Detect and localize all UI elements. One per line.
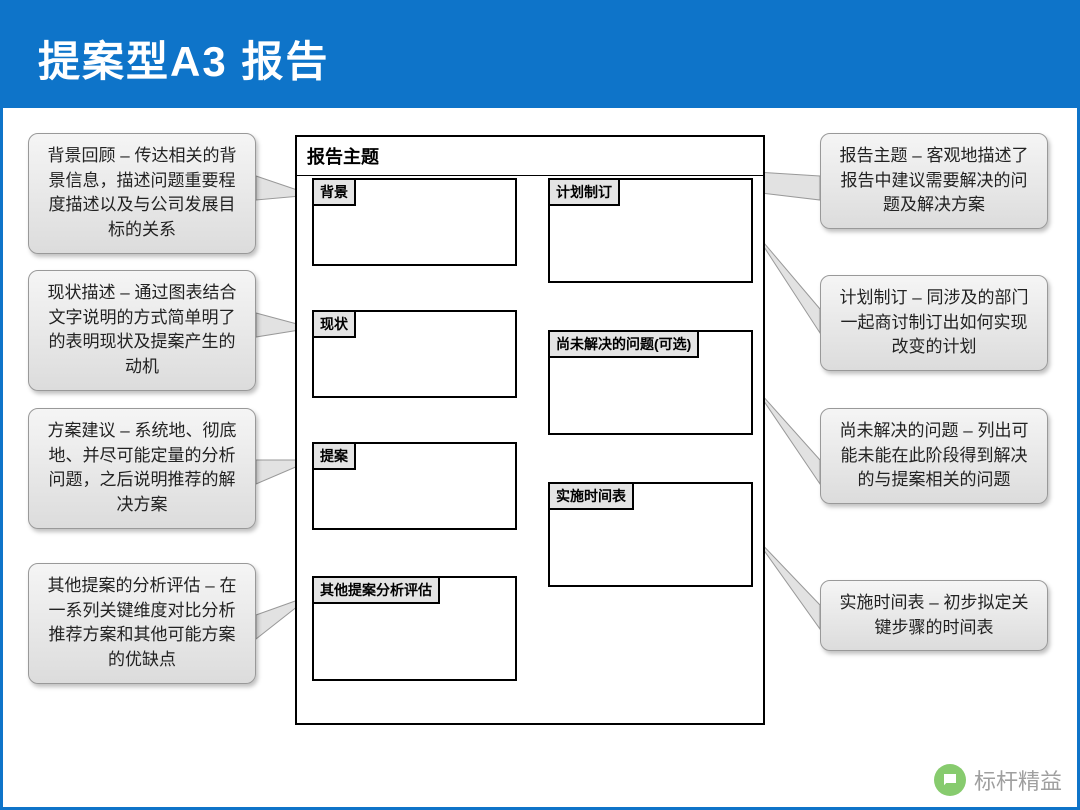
left-box-2-label: 提案 xyxy=(312,442,356,470)
left-box-3: 其他提案分析评估 xyxy=(312,576,517,681)
callout-right-0: 报告主题 – 客观地描述了报告中建议需要解决的问题及解决方案 xyxy=(820,133,1048,229)
left-box-1-label: 现状 xyxy=(312,310,356,338)
callout-left-2: 方案建议 – 系统地、彻底地、并尽可能定量的分析问题，之后说明推荐的解决方案 xyxy=(28,408,256,529)
callout-right-2: 尚未解决的问题 – 列出可能未能在此阶段得到解决的与提案相关的问题 xyxy=(820,408,1048,504)
left-box-1: 现状 xyxy=(312,310,517,398)
header-bar: 提案型A3 报告 xyxy=(0,0,1080,108)
report-title-label: 报告主题 xyxy=(297,137,763,176)
callout-right-3: 实施时间表 – 初步拟定关键步骤的时间表 xyxy=(820,580,1048,651)
watermark: 标杆精益 xyxy=(934,764,1062,796)
left-box-3-label: 其他提案分析评估 xyxy=(312,576,440,604)
right-box-1: 尚未解决的问题(可选) xyxy=(548,330,753,435)
page-title: 提案型A3 报告 xyxy=(38,38,329,85)
left-box-0: 背景 xyxy=(312,178,517,266)
right-box-1-label: 尚未解决的问题(可选) xyxy=(548,330,699,358)
right-box-0: 计划制订 xyxy=(548,178,753,283)
left-box-0-label: 背景 xyxy=(312,178,356,206)
chat-icon xyxy=(934,764,966,796)
right-box-2-label: 实施时间表 xyxy=(548,482,634,510)
right-box-2: 实施时间表 xyxy=(548,482,753,587)
left-box-2: 提案 xyxy=(312,442,517,530)
callout-right-1: 计划制订 – 同涉及的部门一起商讨制订出如何实现改变的计划 xyxy=(820,275,1048,371)
watermark-text: 标杆精益 xyxy=(974,764,1062,796)
callout-left-1: 现状描述 – 通过图表结合文字说明的方式简单明了的表明现状及提案产生的动机 xyxy=(28,270,256,391)
callout-left-0: 背景回顾 – 传达相关的背景信息，描述问题重要程度描述以及与公司发展目标的关系 xyxy=(28,133,256,254)
callout-left-3: 其他提案的分析评估 – 在一系列关键维度对比分析推荐方案和其他可能方案的优缺点 xyxy=(28,563,256,684)
right-box-0-label: 计划制订 xyxy=(548,178,620,206)
